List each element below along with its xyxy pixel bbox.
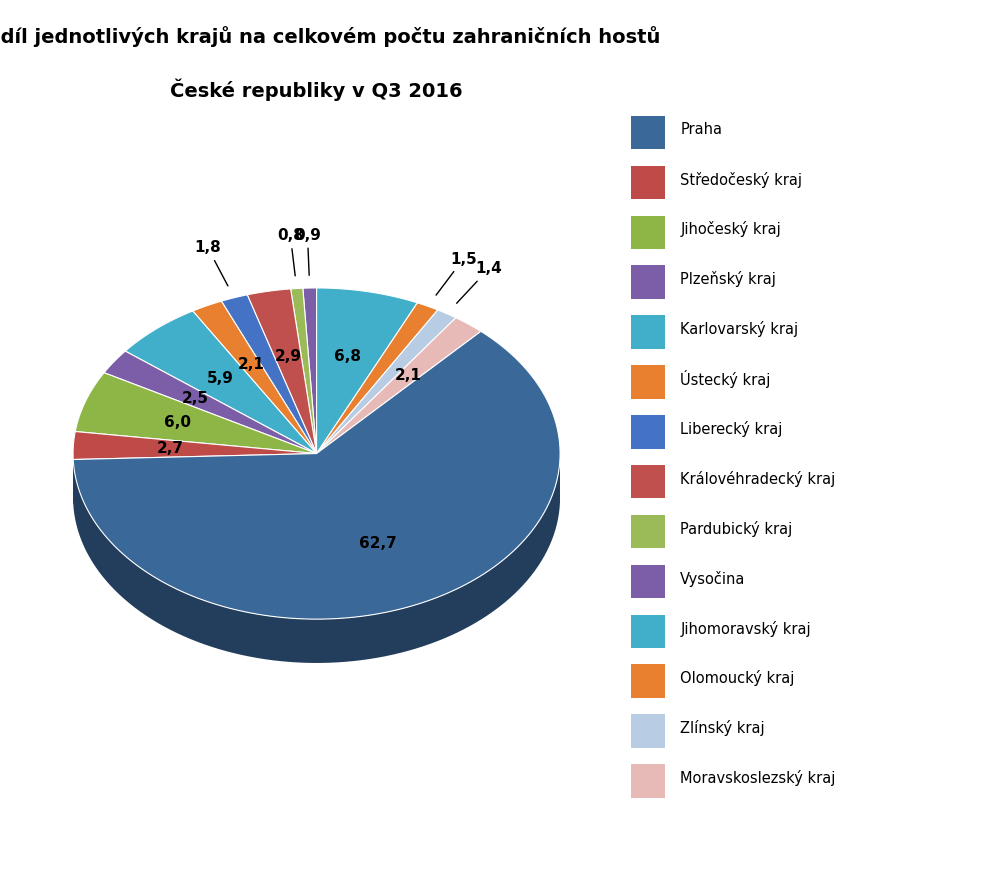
Polygon shape [75,373,317,454]
Text: České republiky v Q3 2016: České republiky v Q3 2016 [170,79,463,101]
FancyBboxPatch shape [631,116,665,149]
Text: Liberecký kraj: Liberecký kraj [680,421,783,437]
Text: 6,8: 6,8 [334,349,361,364]
Polygon shape [303,288,317,454]
FancyBboxPatch shape [631,365,665,399]
Polygon shape [73,332,560,619]
Text: Podíl jednotlivých krajů na celkovém počtu zahraničních hostů: Podíl jednotlivých krajů na celkovém poč… [0,26,660,47]
Polygon shape [73,458,560,663]
Text: Středočeský kraj: Středočeský kraj [680,172,802,188]
Polygon shape [126,311,317,454]
Text: Karlovarský kraj: Karlovarský kraj [680,321,799,337]
Text: 5,9: 5,9 [207,371,234,386]
Text: 1,5: 1,5 [436,251,476,295]
Polygon shape [193,301,317,454]
Polygon shape [317,310,456,454]
Polygon shape [317,288,417,454]
Text: 2,5: 2,5 [182,391,209,406]
Text: Olomoucký kraj: Olomoucký kraj [680,670,795,686]
FancyBboxPatch shape [631,465,665,498]
Polygon shape [247,289,317,454]
FancyBboxPatch shape [631,714,665,748]
Text: 62,7: 62,7 [359,536,397,551]
Text: 0,8: 0,8 [277,228,304,276]
Text: 0,9: 0,9 [294,228,321,275]
Polygon shape [221,295,317,454]
FancyBboxPatch shape [631,415,665,449]
Text: 2,1: 2,1 [394,368,421,383]
Text: Královéhradecký kraj: Královéhradecký kraj [680,471,835,487]
Polygon shape [317,318,481,454]
FancyBboxPatch shape [631,166,665,199]
Polygon shape [317,303,438,454]
Text: Jihočeský kraj: Jihočeský kraj [680,222,781,237]
FancyBboxPatch shape [631,265,665,299]
FancyBboxPatch shape [631,315,665,349]
Text: Ústecký kraj: Ústecký kraj [680,370,771,388]
Text: Pardubický kraj: Pardubický kraj [680,521,793,537]
Text: Jihomoravský kraj: Jihomoravský kraj [680,621,811,636]
Polygon shape [73,454,317,504]
FancyBboxPatch shape [631,764,665,798]
FancyBboxPatch shape [631,216,665,249]
Text: Vysočina: Vysočina [680,571,746,587]
Text: 2,1: 2,1 [237,357,264,373]
FancyBboxPatch shape [631,565,665,598]
Text: Praha: Praha [680,122,723,137]
Text: Zlínský kraj: Zlínský kraj [680,720,765,736]
Text: Moravskoslezský kraj: Moravskoslezský kraj [680,770,836,787]
Polygon shape [73,431,317,459]
Text: 2,9: 2,9 [274,348,302,364]
Text: 2,7: 2,7 [157,441,184,457]
Text: Plzeňský kraj: Plzeňský kraj [680,272,776,287]
Polygon shape [73,454,317,504]
FancyBboxPatch shape [631,664,665,698]
Polygon shape [290,288,317,454]
Text: 1,4: 1,4 [456,261,502,303]
FancyBboxPatch shape [631,615,665,648]
Text: 6,0: 6,0 [165,415,192,430]
Polygon shape [105,351,317,454]
Text: 1,8: 1,8 [194,240,228,286]
FancyBboxPatch shape [631,515,665,548]
